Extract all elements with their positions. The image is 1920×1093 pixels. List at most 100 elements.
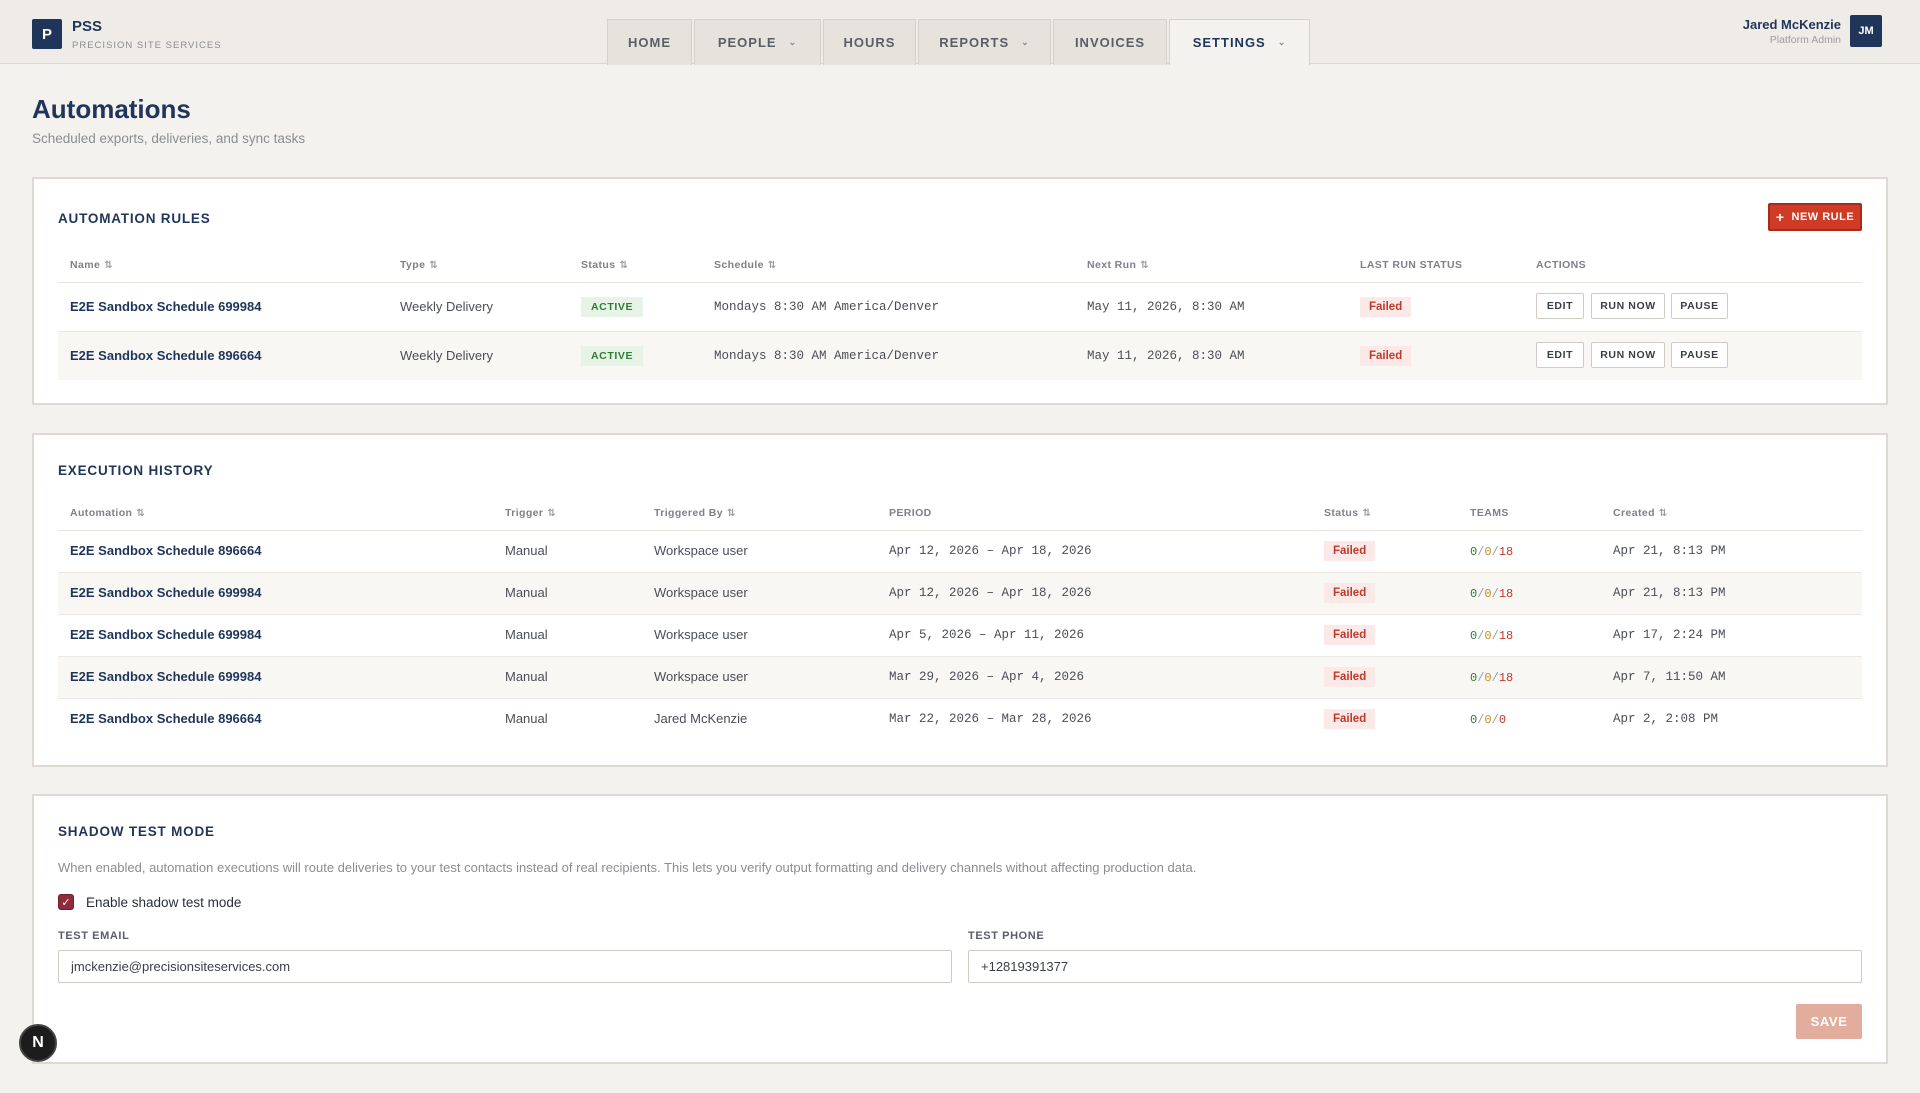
- last-run-badge: Failed: [1360, 297, 1412, 317]
- sort-icon: ⇅: [1658, 508, 1668, 519]
- table-row: E2E Sandbox Schedule 896664 Weekly Deliv…: [58, 332, 1862, 380]
- col-period-header: PERIOD: [889, 507, 932, 519]
- history-trigger: Manual: [505, 627, 548, 642]
- history-automation[interactable]: E2E Sandbox Schedule 699984: [70, 585, 262, 600]
- chevron-down-icon: ⌄: [1277, 37, 1287, 47]
- pause-button[interactable]: PAUSE: [1671, 342, 1728, 368]
- page-subtitle: Scheduled exports, deliveries, and sync …: [32, 131, 306, 146]
- run-now-button[interactable]: RUN NOW: [1591, 342, 1665, 368]
- col-triggered-by-header[interactable]: Triggered By ⇅: [654, 507, 736, 519]
- sort-icon: ⇅: [726, 508, 736, 519]
- history-created: Apr 17, 2:24 PM: [1613, 628, 1726, 642]
- brand-subtitle: PRECISION SITE SERVICES: [72, 40, 222, 51]
- history-triggered-by: Workspace user: [654, 627, 748, 642]
- main-nav: HOME PEOPLE ⌄ HOURS REPORTS ⌄ INVOICES S…: [607, 19, 1312, 65]
- shadow-test-card: SHADOW TEST MODE When enabled, automatio…: [32, 794, 1888, 1064]
- tab-label: PEOPLE: [717, 35, 777, 50]
- tab-reports[interactable]: REPORTS ⌄: [918, 19, 1051, 65]
- sort-icon: ⇅: [1362, 508, 1372, 519]
- tab-people[interactable]: PEOPLE ⌄: [694, 19, 821, 65]
- col-status-header[interactable]: Status ⇅: [1324, 507, 1372, 519]
- tab-label: HOME: [628, 35, 671, 50]
- col-actions-header: ACTIONS: [1536, 259, 1587, 271]
- status-badge: Failed: [1324, 709, 1376, 729]
- history-trigger: Manual: [505, 543, 548, 558]
- col-teams-header: TEAMS: [1470, 507, 1509, 519]
- rule-next-run: May 11, 2026, 8:30 AM: [1087, 349, 1245, 363]
- run-now-button[interactable]: RUN NOW: [1591, 293, 1665, 319]
- table-row: E2E Sandbox Schedule 699984 Manual Workspa…: [58, 657, 1862, 699]
- chevron-down-icon: ⌄: [1021, 37, 1030, 47]
- history-triggered-by: Workspace user: [654, 669, 748, 684]
- table-header: Name ⇅ Type ⇅ Status ⇅ Schedule ⇅ Next Run ⇅ …: [58, 249, 1862, 283]
- teams-success-count: 0: [1470, 671, 1478, 685]
- table-row: E2E Sandbox Schedule 699984 Manual Workspa…: [58, 615, 1862, 657]
- top-header: P PSS PRECISION SITE SERVICES HOME PEOPL…: [0, 0, 1920, 65]
- col-status-header[interactable]: Status ⇅: [581, 259, 629, 271]
- button-label: NEW RULE: [1791, 211, 1855, 223]
- checkbox-label: Enable shadow test mode: [86, 894, 242, 910]
- table-row: E2E Sandbox Schedule 896664 Manual Jared M…: [58, 699, 1862, 741]
- avatar[interactable]: JM: [1850, 15, 1882, 47]
- teams-partial-count: 0: [1484, 629, 1492, 643]
- col-next-run-header[interactable]: Next Run ⇅: [1087, 259, 1150, 271]
- user-menu[interactable]: Jared McKenzie Platform Admin JM: [1743, 15, 1882, 47]
- tab-home[interactable]: HOME: [607, 19, 692, 65]
- teams-counts: 0/0/18: [1470, 587, 1514, 601]
- rule-type: Weekly Delivery: [400, 348, 493, 363]
- rule-name[interactable]: E2E Sandbox Schedule 699984: [70, 299, 262, 314]
- edit-button[interactable]: EDIT: [1536, 342, 1584, 368]
- save-button[interactable]: SAVE: [1796, 1004, 1862, 1039]
- user-role: Platform Admin: [1769, 33, 1841, 46]
- test-phone-field[interactable]: [968, 950, 1862, 983]
- history-period: Mar 22, 2026 – Mar 28, 2026: [889, 712, 1092, 726]
- history-automation[interactable]: E2E Sandbox Schedule 896664: [70, 543, 262, 558]
- teams-counts: 0/0/18: [1470, 545, 1514, 559]
- edit-button[interactable]: EDIT: [1536, 293, 1584, 319]
- col-trigger-header[interactable]: Trigger ⇅: [505, 507, 557, 519]
- history-automation[interactable]: E2E Sandbox Schedule 896664: [70, 711, 262, 726]
- col-automation-header[interactable]: Automation ⇅: [70, 507, 146, 519]
- history-triggered-by: Workspace user: [654, 543, 748, 558]
- tab-invoices[interactable]: INVOICES: [1053, 19, 1167, 65]
- rule-name[interactable]: E2E Sandbox Schedule 896664: [70, 348, 262, 363]
- user-name: Jared McKenzie: [1742, 16, 1841, 32]
- teams-success-count: 0: [1470, 545, 1478, 559]
- col-name-header[interactable]: Name ⇅: [70, 259, 113, 271]
- teams-partial-count: 0: [1484, 671, 1492, 685]
- section-title: SHADOW TEST MODE: [58, 824, 215, 839]
- col-schedule-header[interactable]: Schedule ⇅: [714, 259, 777, 271]
- test-email-field[interactable]: [58, 950, 952, 983]
- page-title: Automations: [32, 94, 191, 124]
- automation-rules-card: AUTOMATION RULES + NEW RULE Name ⇅ Type ⇅ …: [32, 177, 1888, 405]
- history-automation[interactable]: E2E Sandbox Schedule 699984: [70, 669, 262, 684]
- status-badge: ACTIVE: [581, 297, 644, 317]
- tab-label: HOURS: [843, 35, 896, 50]
- sort-icon: ⇅: [136, 508, 146, 519]
- teams-counts: 0/0/18: [1470, 629, 1514, 643]
- dev-tools-button[interactable]: N: [19, 1024, 57, 1062]
- plus-icon: +: [1775, 209, 1785, 225]
- history-period: Mar 29, 2026 – Apr 4, 2026: [889, 670, 1085, 684]
- teams-success-count: 0: [1470, 713, 1478, 727]
- col-type-header[interactable]: Type ⇅: [400, 259, 439, 271]
- status-badge: Failed: [1324, 541, 1376, 561]
- chevron-down-icon: ⌄: [788, 37, 798, 47]
- table-row: E2E Sandbox Schedule 699984 Manual Workspa…: [58, 573, 1862, 615]
- tab-settings[interactable]: SETTINGS ⌄: [1169, 19, 1310, 65]
- new-rule-button[interactable]: + NEW RULE: [1768, 203, 1862, 231]
- history-automation[interactable]: E2E Sandbox Schedule 699984: [70, 627, 262, 642]
- last-run-badge: Failed: [1360, 346, 1412, 366]
- shadow-toggle[interactable]: ✓ Enable shadow test mode: [58, 894, 241, 910]
- shadow-description: When enabled, automation executions will…: [58, 860, 1197, 875]
- table-row: E2E Sandbox Schedule 699984 Weekly Deliv…: [58, 283, 1862, 332]
- status-badge: Failed: [1324, 625, 1376, 645]
- history-created: Apr 7, 11:50 AM: [1613, 670, 1726, 684]
- pause-button[interactable]: PAUSE: [1671, 293, 1728, 319]
- checkbox-checked-icon[interactable]: ✓: [58, 894, 74, 910]
- brand[interactable]: P PSS PRECISION SITE SERVICES: [32, 19, 222, 51]
- sort-icon: ⇅: [104, 260, 113, 271]
- col-created-header[interactable]: Created ⇅: [1613, 507, 1668, 519]
- tab-hours[interactable]: HOURS: [823, 19, 916, 65]
- history-created: Apr 21, 8:13 PM: [1613, 586, 1726, 600]
